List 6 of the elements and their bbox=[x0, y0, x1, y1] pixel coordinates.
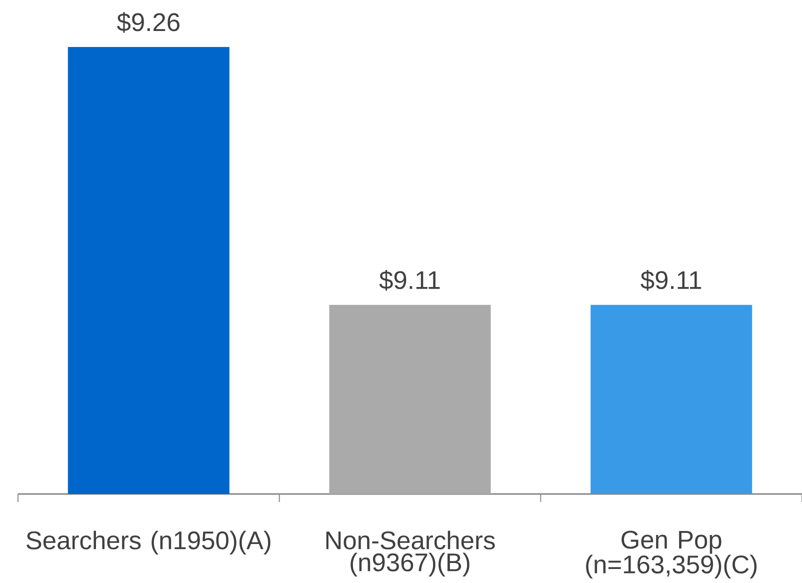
x-tick-label: Gen Pop (n=163,359)(C) bbox=[586, 530, 757, 579]
data-label: $9.11 bbox=[640, 270, 702, 291]
x-tick-label: Non-Searchers (n9367)(B) bbox=[326, 530, 495, 576]
data-label: $9.26 bbox=[117, 12, 180, 33]
data-label: $9.11 bbox=[379, 270, 440, 291]
x-tick-label: Searchers (n1950)(A) bbox=[26, 530, 270, 554]
